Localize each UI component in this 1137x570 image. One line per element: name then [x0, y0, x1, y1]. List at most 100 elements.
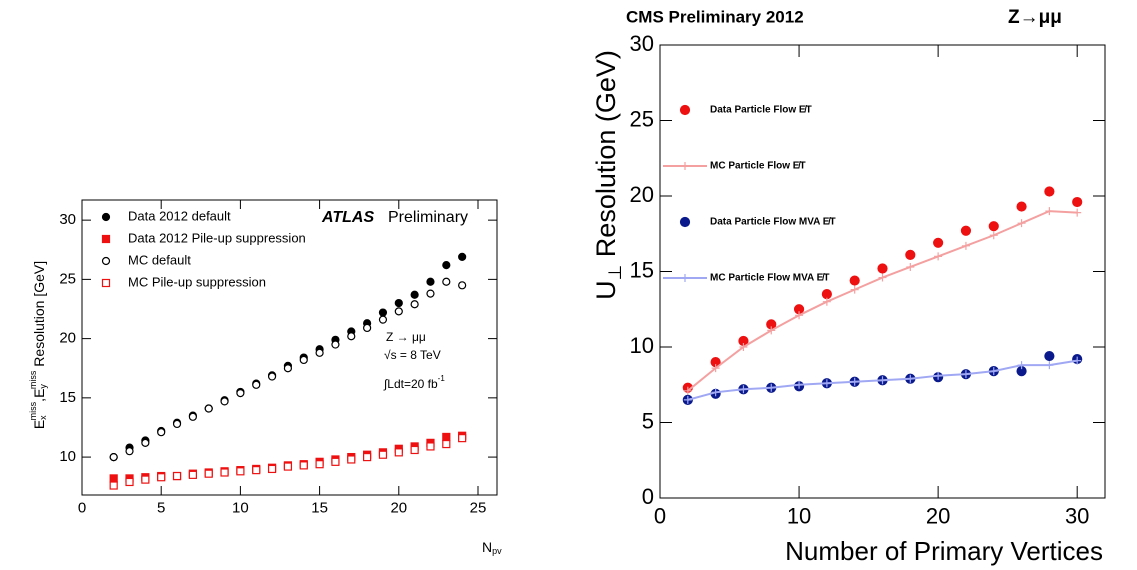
y-tick-label: 25 — [59, 270, 76, 287]
marker — [767, 326, 776, 335]
process-label: Z→μμ — [1008, 7, 1062, 28]
label-part: Resolution (GeV) — [591, 50, 621, 265]
marker — [821, 289, 832, 300]
marker — [878, 273, 887, 282]
marker — [1073, 208, 1082, 217]
marker — [363, 452, 372, 462]
marker — [267, 372, 277, 381]
legend-marker — [101, 256, 111, 266]
marker — [1045, 361, 1054, 370]
marker — [442, 432, 451, 442]
marker — [1073, 356, 1082, 365]
x-tick-label: 10 — [232, 499, 249, 516]
marker — [1017, 361, 1026, 370]
marker — [850, 377, 859, 386]
y-tick-label: 0 — [642, 484, 654, 509]
y-tick-label: 25 — [630, 106, 654, 131]
marker — [188, 412, 197, 421]
marker — [252, 466, 261, 475]
marker — [906, 374, 915, 383]
label-part: Resolution [GeV] — [31, 261, 47, 371]
marker — [125, 447, 134, 456]
legend-marker — [681, 162, 689, 170]
marker — [363, 323, 372, 333]
label-part: miss — [28, 401, 38, 420]
marker — [315, 460, 324, 469]
marker — [426, 442, 435, 451]
y-tick-label: 10 — [59, 448, 76, 465]
label-part: ∫Ldt=20 fb — [383, 377, 438, 391]
marker — [683, 395, 692, 404]
marker — [172, 471, 182, 481]
marker — [299, 355, 308, 365]
label-part: U — [591, 280, 621, 300]
marker — [1044, 350, 1055, 362]
legend-marker — [101, 278, 111, 288]
legend-label: Data 2012 Pile-up suppression — [128, 230, 306, 245]
marker — [711, 388, 720, 397]
marker — [172, 419, 182, 429]
marker — [795, 380, 804, 389]
label-part: miss — [28, 370, 38, 389]
y-axis-label: U⊥ Resolution (GeV) — [591, 50, 625, 300]
marker — [822, 297, 831, 306]
marker — [442, 439, 451, 449]
marker — [109, 481, 118, 490]
x-tick-label: 5 — [157, 499, 165, 516]
marker — [157, 473, 166, 482]
legend-marker — [101, 212, 111, 222]
series-line — [687, 210, 1078, 392]
marker — [933, 237, 944, 248]
x-tick-label: 25 — [470, 499, 487, 516]
marker — [410, 290, 419, 299]
marker — [458, 281, 467, 290]
energy-label: √s = 8 TeV — [384, 348, 441, 362]
marker — [1016, 201, 1027, 212]
marker — [1017, 219, 1026, 228]
legend-label: MC Particle Flow E̸T — [710, 160, 806, 172]
marker — [109, 452, 118, 462]
label-part: ,E — [31, 389, 47, 402]
marker — [283, 364, 293, 373]
legend-label: MC default — [128, 252, 191, 267]
lumi-label: ∫Ldt=20 fb-1 — [383, 374, 445, 391]
marker — [711, 364, 720, 373]
marker — [315, 348, 324, 357]
marker — [220, 397, 229, 406]
marker — [347, 332, 356, 341]
marker — [141, 475, 150, 484]
x-axis-label: Npv — [482, 539, 502, 557]
marker — [220, 468, 229, 477]
y-tick-label: 20 — [630, 182, 654, 207]
marker — [906, 262, 915, 271]
legend-label: Data 2012 default — [128, 208, 231, 223]
status-label: Preliminary — [388, 209, 468, 226]
legend-marker — [679, 216, 691, 228]
marker — [347, 455, 356, 464]
marker — [378, 450, 388, 459]
marker — [458, 252, 467, 261]
marker — [878, 376, 887, 385]
y-tick-label: 30 — [630, 31, 654, 56]
legend-label: Data Particle Flow MVA E̸T — [710, 216, 836, 228]
marker — [236, 467, 245, 476]
marker — [378, 315, 388, 324]
marker — [989, 231, 998, 240]
marker — [394, 307, 403, 316]
marker — [204, 404, 213, 413]
marker — [683, 386, 692, 395]
marker — [157, 428, 166, 437]
marker — [410, 300, 419, 309]
marker — [849, 275, 860, 286]
x-tick-label: 20 — [926, 504, 950, 529]
y-tick-label: 15 — [630, 257, 654, 282]
x-tick-label: 20 — [390, 499, 407, 516]
experiment-label: ATLAS — [321, 209, 374, 226]
y-tick-label: 20 — [59, 330, 76, 347]
marker — [961, 370, 970, 379]
label-part: pv — [492, 546, 502, 556]
marker — [109, 474, 118, 483]
x-tick-label: 0 — [78, 499, 86, 516]
legend-marker — [679, 104, 691, 116]
